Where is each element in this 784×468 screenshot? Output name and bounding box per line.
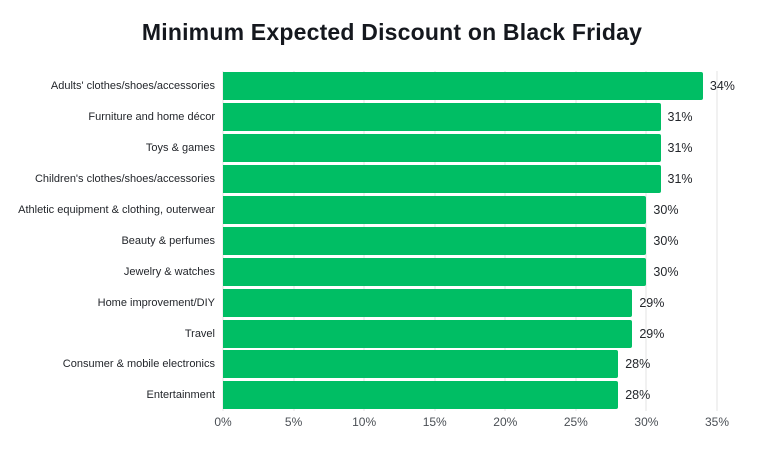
bar-row: Children's clothes/shoes/accessories 31%	[0, 164, 717, 195]
bar-row: Entertainment 28%	[0, 380, 717, 411]
bar-track: 30%	[223, 257, 717, 286]
bar-row: Athletic equipment & clothing, outerwear…	[0, 195, 717, 226]
bar-rows: Adults' clothes/shoes/accessories 34% Furn…	[0, 71, 735, 411]
bar[interactable]	[223, 257, 647, 286]
bar[interactable]	[223, 226, 647, 255]
bar[interactable]	[223, 72, 703, 101]
category-label: Consumer & mobile electronics	[62, 358, 215, 371]
bar-track: 28%	[223, 381, 717, 410]
bar-row: Consumer & mobile electronics 28%	[0, 349, 717, 380]
value-label: 31%	[667, 172, 693, 187]
value-label: 29%	[639, 295, 665, 310]
value-label: 30%	[653, 264, 679, 279]
chart-title: Minimum Expected Discount on Black Frida…	[141, 19, 643, 45]
bar-row: Toys & games 31%	[0, 133, 717, 164]
category-label: Travel	[184, 327, 215, 340]
category-label: Furniture and home décor	[88, 111, 215, 124]
category-label: Beauty & perfumes	[121, 234, 215, 247]
bar-track: 29%	[223, 288, 717, 317]
bar-track: 34%	[223, 72, 735, 101]
value-label: 30%	[653, 233, 679, 248]
value-label: 28%	[625, 388, 651, 403]
plot-area: Adults' clothes/shoes/accessories 34% Furn…	[0, 71, 735, 435]
x-tick-label: 0%	[214, 414, 232, 429]
x-tick-label: 5%	[284, 414, 303, 429]
category-label: Athletic equipment & clothing, outerwear	[18, 204, 215, 216]
value-label: 30%	[653, 203, 679, 217]
bar[interactable]	[223, 319, 633, 348]
bar[interactable]	[223, 165, 661, 194]
bar-track: 30%	[223, 226, 717, 255]
x-tick-label: 15%	[422, 414, 447, 429]
plot-body: Adults' clothes/shoes/accessories 34% Furn…	[0, 71, 735, 411]
x-tick-label: 35%	[704, 414, 730, 429]
x-tick-label: 20%	[493, 414, 518, 429]
value-label: 28%	[625, 357, 651, 372]
bar-track: 28%	[223, 350, 717, 379]
value-label: 29%	[639, 326, 665, 341]
category-label: Children's clothes/shoes/accessories	[34, 173, 215, 186]
bar-track: 31%	[223, 134, 717, 163]
bar[interactable]	[223, 381, 619, 410]
bar-track: 31%	[223, 103, 717, 132]
category-label: Adults' clothes/shoes/accessories	[50, 80, 215, 93]
category-label: Entertainment	[146, 389, 215, 402]
x-axis: 0% 5% 10% 15% 20% 25% 30% 35%	[214, 414, 729, 435]
bar[interactable]	[223, 134, 661, 163]
bar-row: Home improvement/DIY 29%	[0, 287, 717, 318]
value-label: 31%	[667, 110, 693, 125]
bar[interactable]	[223, 350, 619, 379]
gridline	[716, 71, 718, 411]
x-tick-label: 10%	[352, 414, 377, 429]
bar-row: Beauty & perfumes 30%	[0, 225, 717, 256]
bar-row: Travel 29%	[0, 318, 717, 349]
gridline	[645, 71, 647, 411]
bar-track: 31%	[223, 165, 717, 194]
bar[interactable]	[223, 103, 661, 132]
bar-track: 29%	[223, 319, 717, 348]
bar-row: Furniture and home décor 31%	[0, 102, 717, 133]
category-label: Toys & games	[145, 142, 215, 155]
x-tick-label: 30%	[634, 414, 659, 429]
x-tick-label: 25%	[563, 414, 588, 429]
bar-row: Jewelry & watches 30%	[0, 256, 717, 287]
category-label: Home improvement/DIY	[97, 296, 215, 309]
value-label: 31%	[667, 141, 693, 156]
bar-track: 30%	[223, 196, 717, 224]
bar[interactable]	[223, 288, 633, 317]
bar[interactable]	[223, 196, 647, 224]
category-label: Jewelry & watches	[123, 265, 215, 278]
bar-row: Adults' clothes/shoes/accessories 34%	[0, 71, 735, 102]
value-label: 34%	[709, 79, 735, 94]
